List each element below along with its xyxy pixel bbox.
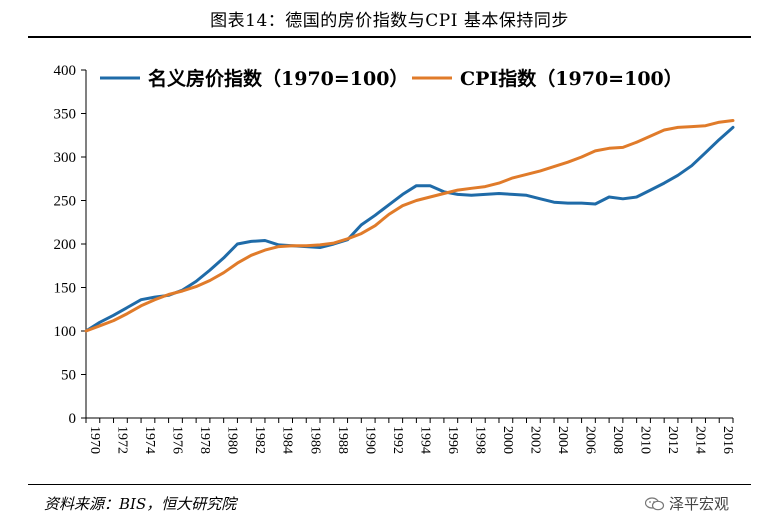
legend-label: 名义房价指数（1970=100） <box>148 67 408 90</box>
x-tick-label: 2016 <box>720 426 735 454</box>
y-tick-label: 400 <box>54 63 77 79</box>
watermark: 泽平宏观 <box>645 493 729 514</box>
y-tick-label: 100 <box>54 324 77 340</box>
x-tick-label: 2006 <box>583 426 598 454</box>
x-tick-label: 1990 <box>362 426 377 454</box>
x-tick-label: 1972 <box>115 426 130 454</box>
x-tick-label: 2010 <box>638 426 653 454</box>
x-tick-label: 2012 <box>665 426 680 454</box>
y-tick-label: 350 <box>54 107 77 123</box>
x-tick-label: 1970 <box>87 426 102 454</box>
x-tick-label: 1986 <box>307 426 322 454</box>
wechat-icon <box>645 497 665 511</box>
y-tick-label: 0 <box>69 411 77 427</box>
x-tick-label: 1980 <box>225 426 240 454</box>
x-tick-label: 1982 <box>252 426 267 454</box>
y-tick-label: 300 <box>54 150 77 166</box>
x-tick-label: 1984 <box>280 426 295 454</box>
y-tick-label: 200 <box>54 237 77 253</box>
x-tick-label: 2004 <box>555 426 570 454</box>
house-price-line <box>84 125 735 333</box>
x-tick-label: 1994 <box>417 426 432 454</box>
top-rule <box>28 36 751 38</box>
x-tick-label: 2008 <box>610 426 625 454</box>
source-note: 资料来源：BIS，恒大研究院 <box>44 495 237 513</box>
legend-label: CPI指数（1970=100） <box>460 67 683 90</box>
x-tick-label: 2002 <box>528 426 543 454</box>
x-tick-label: 2000 <box>500 426 515 454</box>
y-tick-label: 150 <box>54 281 77 297</box>
x-tick-label: 1978 <box>197 426 212 454</box>
chart-title: 图表14：德国的房价指数与CPI 基本保持同步 <box>210 11 569 31</box>
x-tick-label: 1988 <box>335 426 350 454</box>
x-tick-label: 1998 <box>472 426 487 454</box>
y-tick-label: 50 <box>61 368 76 384</box>
watermark-text: 泽平宏观 <box>669 495 730 513</box>
cpi-line <box>84 119 735 333</box>
x-tick-label: 2014 <box>693 426 708 454</box>
x-tick-label: 1992 <box>390 426 405 454</box>
x-tick-label: 1974 <box>142 426 157 454</box>
x-tick-label: 1976 <box>170 426 185 454</box>
y-tick-label: 250 <box>54 194 77 210</box>
bottom-rule <box>28 484 751 485</box>
x-tick-label: 1996 <box>445 426 460 454</box>
line-chart: 0 50 100 150 200 250 300 350 400 1970 1972 1974 1976… <box>54 63 736 454</box>
